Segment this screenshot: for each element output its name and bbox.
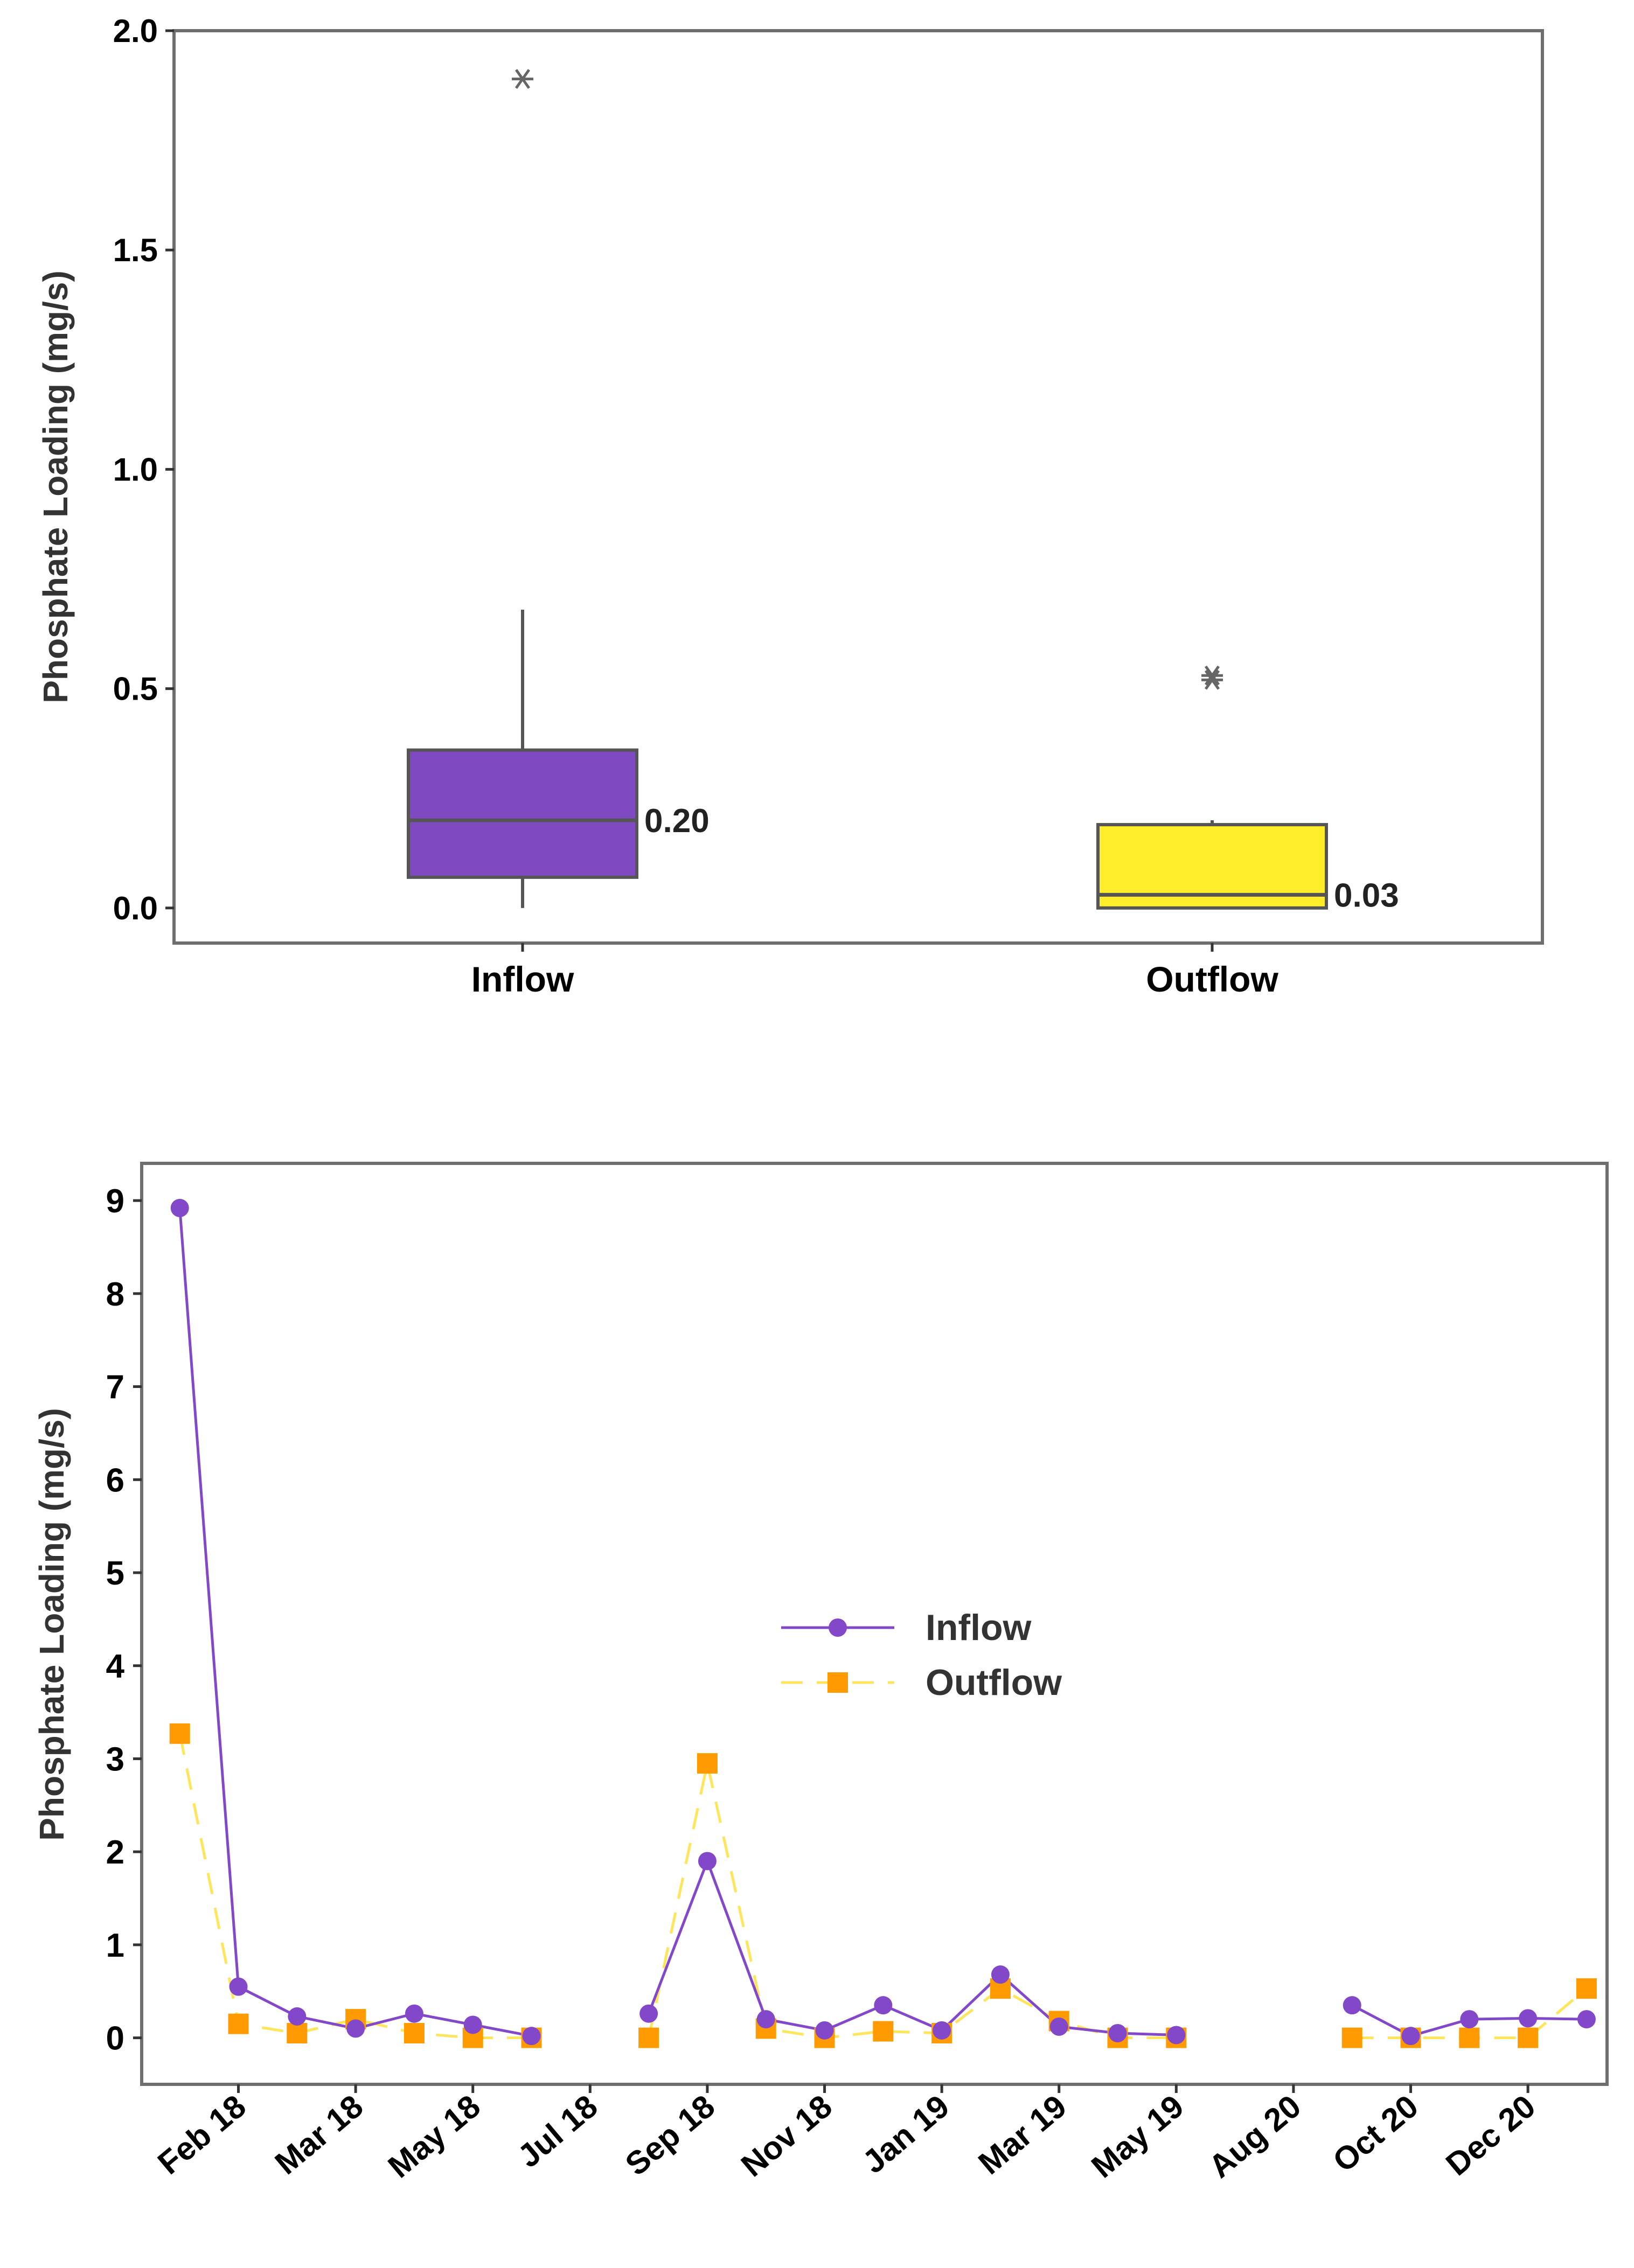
line-chart-y-tick-label: 6 xyxy=(106,1462,124,1499)
box-outflow-outlier xyxy=(1201,669,1223,690)
line-chart-y-tick-label: 9 xyxy=(106,1183,124,1220)
line-chart-x-tick-label: Oct 20 xyxy=(1326,2088,1425,2179)
legend: Inflow Outflow xyxy=(781,1607,1062,1703)
legend-item-inflow: Inflow xyxy=(781,1607,1032,1648)
line-chart-x-tick-label: Mar 18 xyxy=(268,2088,370,2182)
legend-outflow-marker xyxy=(828,1672,848,1693)
boxplot-y-tick-label: 1.5 xyxy=(113,232,158,268)
series-inflow-point xyxy=(1049,2017,1068,2036)
line-chart-y-tick-label: 5 xyxy=(106,1555,124,1592)
series-inflow-point xyxy=(1167,2026,1186,2044)
series-outflow-point xyxy=(169,1723,190,1744)
line-chart-x-tick-label: Mar 19 xyxy=(971,2088,1073,2182)
line-chart-series xyxy=(169,1198,1597,2048)
line-chart-y-axis: 0 1 2 3 4 5 6 7 8 9 xyxy=(106,1183,142,2057)
series-inflow-point xyxy=(1108,2024,1127,2042)
line-chart-x-tick-label: Feb 18 xyxy=(151,2088,253,2182)
series-outflow-point xyxy=(1459,2027,1480,2048)
legend-inflow-marker xyxy=(829,1618,847,1637)
line-chart-x-axis: Feb 18 Mar 18 May 18 Jul 18 Sep 18 Nov 18 Jan … xyxy=(151,2084,1542,2185)
series-inflow-point xyxy=(756,2010,775,2029)
series-inflow-point xyxy=(874,1996,893,2015)
boxplot-panel xyxy=(172,29,1544,945)
line-chart-x-tick-label: May 19 xyxy=(1084,2088,1190,2185)
series-inflow-point xyxy=(1460,2010,1479,2029)
boxplot-y-axis: 0.0 0.5 1.0 1.5 2.0 xyxy=(113,13,174,926)
series-inflow-point xyxy=(991,1965,1010,1984)
line-chart-y-axis-title: Phosphate Loading (mg/s) xyxy=(32,1408,71,1841)
line-chart-x-tick-label: Aug 20 xyxy=(1202,2088,1308,2185)
box-inflow-body xyxy=(407,748,638,879)
line-chart-x-tick-label: Jan 19 xyxy=(856,2088,956,2180)
boxplot-x-tick-label: Outflow xyxy=(1146,959,1278,999)
boxplot-y-tick-label: 0.5 xyxy=(113,671,158,707)
box-inflow-median-label: 0.20 xyxy=(644,802,710,840)
box-outflow-median-label: 0.03 xyxy=(1334,877,1399,914)
box-outflow-outlier xyxy=(1201,665,1223,686)
series-inflow-point xyxy=(698,1852,717,1871)
series-inflow-point xyxy=(933,2021,951,2040)
series-inflow-point xyxy=(815,2021,834,2040)
line-chart-x-tick-label: Jul 18 xyxy=(511,2088,604,2175)
series-inflow-point xyxy=(1577,2010,1596,2029)
box-inflow-outlier xyxy=(512,69,533,89)
box-inflow: 0.20 xyxy=(407,69,710,908)
legend-outflow-label: Outflow xyxy=(926,1662,1062,1703)
line-chart-x-tick-label: Sep 18 xyxy=(618,2088,721,2183)
series-outflow-point xyxy=(1518,2027,1539,2048)
line-chart-y-tick-label: 2 xyxy=(106,1834,124,1871)
line-chart-y-tick-label: 7 xyxy=(106,1369,124,1406)
series-outflow-point xyxy=(287,2023,308,2043)
line-chart-x-tick-label: May 18 xyxy=(381,2088,487,2185)
boxplot-x-tick-label: Inflow xyxy=(471,959,574,999)
line-chart: 0 1 2 3 4 5 6 7 8 9 Feb 18 Mar 18 May 18 Jul 18 Sep 1… xyxy=(32,1162,1609,2185)
boxplot-chart: 0.0 0.5 1.0 1.5 2.0 Inflow Outflow 0.20 0.03 P… xyxy=(36,13,1544,999)
series-inflow-point xyxy=(1343,1996,1361,2015)
series-inflow-point xyxy=(463,2015,482,2034)
legend-inflow-label: Inflow xyxy=(926,1607,1032,1648)
line-chart-x-tick-label: Nov 18 xyxy=(734,2088,839,2184)
boxplot-x-axis: Inflow Outflow xyxy=(471,943,1278,999)
series-outflow-point xyxy=(404,2023,425,2043)
series-outflow-point xyxy=(697,1753,718,1774)
line-chart-y-tick-label: 1 xyxy=(106,1927,124,1964)
series-inflow-point xyxy=(639,2004,658,2023)
box-outflow: 0.03 xyxy=(1096,665,1399,914)
series-inflow-line xyxy=(647,1857,1177,2036)
boxplot-y-tick-label: 2.0 xyxy=(113,13,158,49)
line-chart-panel xyxy=(140,1162,1609,2086)
series-inflow-point xyxy=(405,2004,423,2023)
line-chart-y-tick-label: 4 xyxy=(106,1648,125,1685)
line-chart-x-tick-label: Dec 20 xyxy=(1439,2088,1542,2183)
boxplot-y-tick-label: 1.0 xyxy=(113,451,158,487)
legend-item-outflow: Outflow xyxy=(781,1662,1062,1703)
series-outflow-point xyxy=(1341,2027,1362,2048)
series-outflow-point xyxy=(228,2013,249,2034)
series-outflow-point xyxy=(638,2027,659,2048)
line-chart-y-tick-label: 3 xyxy=(106,1741,124,1778)
series-inflow-point xyxy=(288,2007,307,2026)
line-chart-y-tick-label: 8 xyxy=(106,1276,124,1313)
series-inflow-point xyxy=(346,2019,365,2038)
series-inflow-point xyxy=(229,1977,248,1996)
line-chart-y-tick-label: 0 xyxy=(106,2020,124,2057)
boxplot-boxes: 0.20 0.03 xyxy=(407,69,1399,914)
boxplot-y-axis-title: Phosphate Loading (mg/s) xyxy=(36,270,75,703)
series-outflow-point xyxy=(873,2021,894,2042)
series-inflow-point xyxy=(522,2027,541,2046)
series-inflow-point xyxy=(1519,2009,1538,2028)
series-inflow-point xyxy=(170,1198,189,1217)
series-inflow-point xyxy=(1401,2027,1420,2046)
boxplot-y-tick-label: 0.0 xyxy=(113,890,158,926)
series-outflow-point xyxy=(1576,1978,1597,1999)
